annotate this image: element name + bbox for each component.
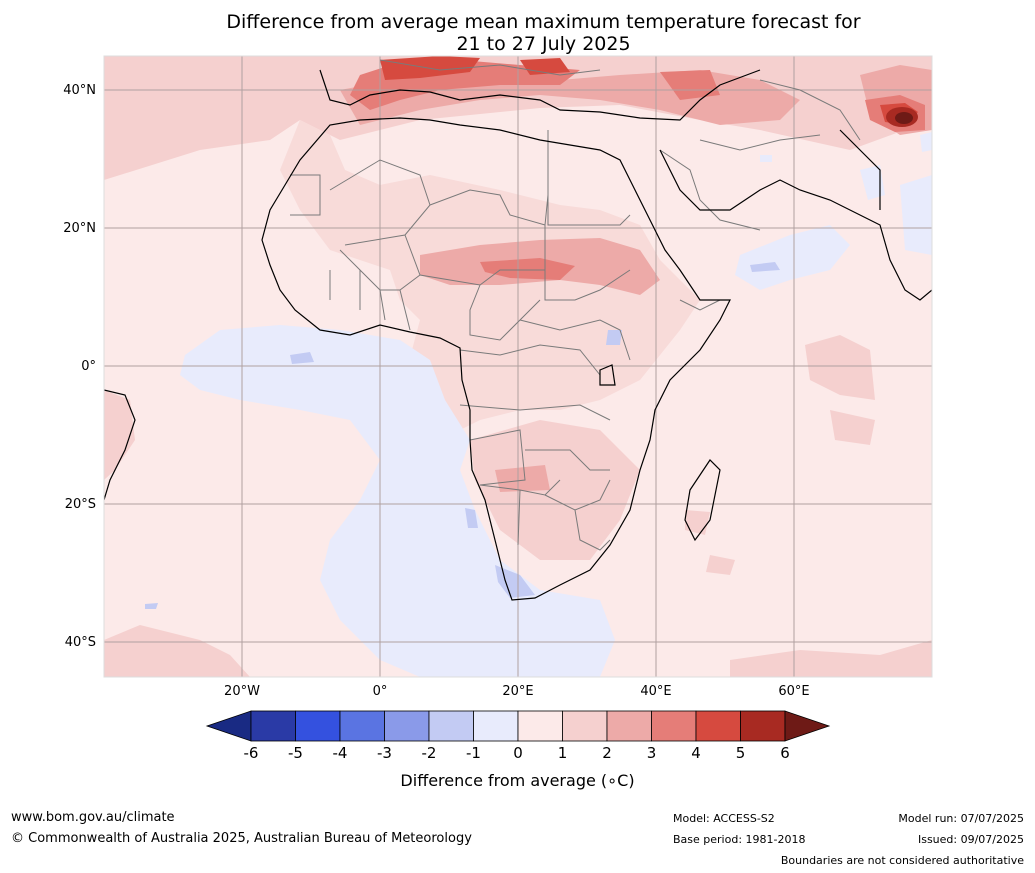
colorbar-segment (651, 710, 697, 742)
colorbar-tick-label: 1 (557, 744, 568, 762)
colorbar-segment (517, 710, 563, 742)
lat-label-40n: 40°N (63, 83, 96, 98)
footer-website: www.bom.gov.au/climate (11, 810, 175, 825)
colorbar-tick-label: 5 (735, 744, 746, 762)
anomaly-above-6-spot (895, 112, 913, 124)
footer-issued: Issued: 09/07/2025 (917, 833, 1024, 846)
country-boundaries (290, 59, 861, 551)
footer-copyright: © Commonwealth of Australia 2025, Austra… (11, 831, 472, 846)
footer-model-run: Model run: 07/07/2025 (898, 812, 1024, 825)
colorbar-arrow-low (205, 710, 252, 742)
colorbar-label: Difference from average (∘C) (400, 771, 635, 790)
colorbar-segment (384, 710, 430, 742)
lon-label-20e: 20°E (502, 684, 534, 699)
colorbar-tick-label: 0 (513, 744, 523, 762)
colorbar (205, 710, 831, 742)
coastlines (104, 69, 932, 601)
colorbar-segment (250, 710, 296, 742)
colorbar-segment (740, 710, 786, 742)
colorbar-segment (606, 710, 652, 742)
colorbar-segment (473, 710, 519, 742)
colorbar-tick-label: 4 (691, 744, 701, 762)
lon-label-20w: 20°W (224, 684, 260, 699)
colorbar-segment (295, 710, 341, 742)
colorbar-segment (695, 710, 741, 742)
footer-model: Model: ACCESS-S2 (673, 812, 775, 825)
footer-base-period: Base period: 1981-2018 (673, 833, 806, 846)
colorbar-segment (562, 710, 608, 742)
colorbar-tick-label: -6 (243, 744, 259, 762)
lon-label-40e: 40°E (640, 684, 672, 699)
map-panel (104, 56, 932, 677)
colorbar-tick-label: -1 (466, 744, 481, 762)
lat-label-20n: 20°N (63, 221, 96, 236)
lat-label-0: 0° (81, 359, 96, 374)
colorbar-tick-label: 2 (602, 744, 612, 762)
colorbar-tick-label: -4 (332, 744, 348, 762)
colorbar-tick-label: 6 (780, 744, 790, 762)
anomaly-minus-2-minus-1-spots (145, 262, 780, 609)
colorbar-tick-label: 3 (646, 744, 657, 762)
lon-label-0: 0° (372, 684, 388, 699)
colorbar-arrow-high (784, 710, 831, 742)
lon-label-60e: 60°E (778, 684, 810, 699)
footer-disclaimer: Boundaries are not considered authoritat… (780, 854, 1024, 867)
colorbar-tick-label: -5 (288, 744, 303, 762)
colorbar-tick-label: -3 (377, 744, 392, 762)
colorbar-segment (339, 710, 385, 742)
map-title-line1: Difference from average mean maximum tem… (226, 11, 861, 33)
lat-label-20s: 20°S (64, 497, 96, 512)
map-frame (103, 55, 933, 678)
lat-label-40s: 40°S (64, 635, 96, 650)
colorbar-tick-label: -2 (421, 744, 437, 762)
map-title-line2: 21 to 27 July 2025 (456, 33, 631, 55)
colorbar-segment (428, 710, 474, 742)
